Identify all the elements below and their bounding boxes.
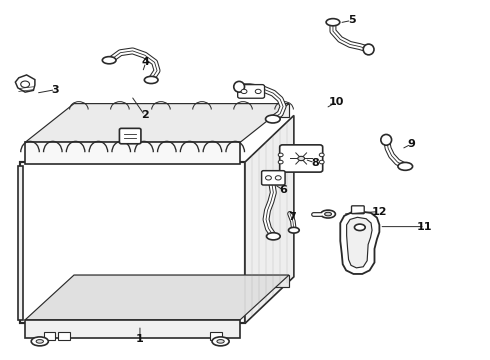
Ellipse shape: [217, 339, 224, 343]
FancyBboxPatch shape: [280, 145, 323, 172]
Text: 5: 5: [348, 15, 355, 26]
FancyBboxPatch shape: [58, 332, 70, 339]
Polygon shape: [340, 212, 379, 274]
Ellipse shape: [21, 81, 29, 87]
Ellipse shape: [212, 337, 229, 346]
Ellipse shape: [31, 337, 49, 346]
Polygon shape: [20, 162, 245, 323]
Polygon shape: [18, 166, 23, 320]
Polygon shape: [25, 275, 289, 320]
Text: 2: 2: [141, 111, 148, 121]
Ellipse shape: [36, 339, 44, 343]
Ellipse shape: [354, 224, 365, 230]
Ellipse shape: [363, 44, 374, 55]
Ellipse shape: [321, 210, 335, 218]
Polygon shape: [346, 217, 372, 268]
FancyBboxPatch shape: [210, 332, 221, 339]
FancyBboxPatch shape: [120, 129, 141, 144]
FancyBboxPatch shape: [262, 171, 285, 185]
Text: 12: 12: [371, 207, 387, 217]
Ellipse shape: [234, 81, 245, 92]
Polygon shape: [245, 116, 294, 323]
Text: 6: 6: [279, 185, 287, 195]
Ellipse shape: [326, 19, 340, 26]
FancyBboxPatch shape: [351, 206, 364, 214]
Text: 3: 3: [51, 85, 59, 95]
Ellipse shape: [241, 89, 247, 94]
Ellipse shape: [145, 76, 158, 84]
Text: 9: 9: [407, 139, 415, 149]
Ellipse shape: [102, 57, 116, 64]
Text: 11: 11: [417, 222, 433, 231]
Ellipse shape: [289, 227, 299, 233]
Ellipse shape: [266, 115, 280, 123]
Ellipse shape: [267, 233, 280, 240]
Ellipse shape: [266, 176, 271, 180]
Ellipse shape: [278, 153, 283, 157]
Text: 1: 1: [136, 333, 144, 343]
Ellipse shape: [278, 160, 283, 164]
Text: 4: 4: [142, 57, 150, 67]
Text: 10: 10: [329, 97, 344, 107]
Text: 7: 7: [289, 212, 296, 221]
Polygon shape: [25, 104, 289, 142]
FancyBboxPatch shape: [44, 332, 55, 339]
Ellipse shape: [319, 153, 324, 157]
Ellipse shape: [325, 212, 331, 216]
Ellipse shape: [275, 176, 281, 180]
Polygon shape: [74, 275, 289, 287]
Polygon shape: [74, 104, 289, 117]
Ellipse shape: [298, 156, 305, 161]
Ellipse shape: [381, 134, 392, 145]
Ellipse shape: [319, 160, 324, 164]
Ellipse shape: [255, 89, 261, 94]
FancyBboxPatch shape: [238, 85, 265, 98]
Polygon shape: [25, 142, 240, 164]
Ellipse shape: [398, 162, 413, 170]
Polygon shape: [15, 75, 35, 92]
Polygon shape: [25, 320, 240, 338]
Text: 8: 8: [311, 158, 319, 168]
